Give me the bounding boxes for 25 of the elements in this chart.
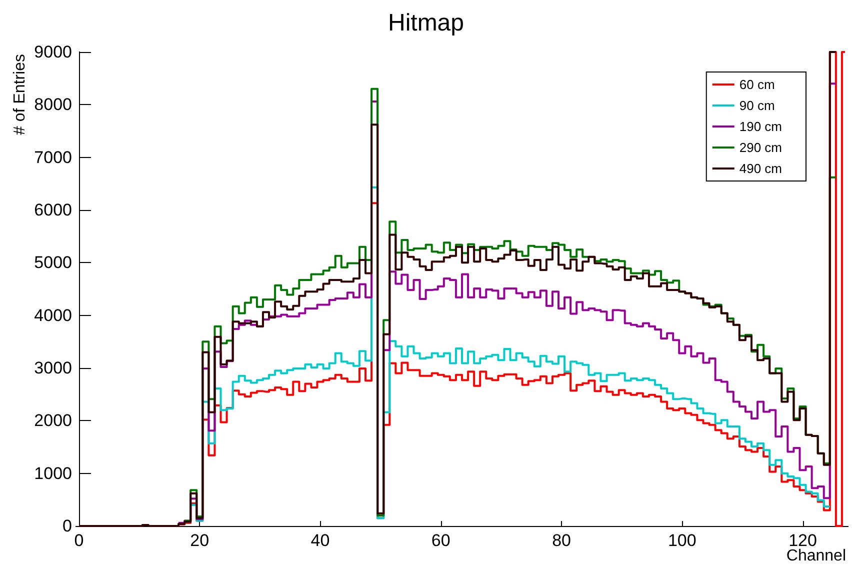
chart-title: Hitmap (388, 10, 464, 36)
y-tick-label: 0 (62, 516, 72, 536)
y-tick-label: 3000 (34, 358, 72, 378)
y-tick-label: 4000 (34, 306, 72, 325)
y-tick-label: 1000 (34, 464, 72, 483)
legend-label: 490 cm (739, 161, 782, 176)
legend-label: 290 cm (739, 140, 782, 155)
y-tick-label: 2000 (34, 411, 72, 430)
y-tick-label: 8000 (34, 95, 72, 114)
x-tick-label: 40 (310, 531, 330, 550)
x-axis-title: Channel (786, 548, 846, 564)
y-axis-title: # of Entries (12, 54, 28, 135)
y-tick-label: 5000 (34, 253, 72, 272)
y-tick-label: 9000 (34, 42, 72, 62)
x-tick-label: 20 (190, 531, 210, 550)
y-tick-label: 6000 (34, 200, 72, 220)
x-tick-label: 0 (74, 531, 84, 550)
legend-label: 90 cm (739, 98, 775, 113)
x-tick-label: 120 (788, 531, 817, 550)
legend-label: 190 cm (739, 119, 782, 134)
y-tick-label: 7000 (34, 148, 72, 167)
legend-label: 60 cm (739, 77, 775, 92)
x-tick-label: 60 (431, 531, 450, 550)
x-tick-label: 80 (552, 531, 571, 550)
x-tick-label: 100 (668, 531, 696, 550)
